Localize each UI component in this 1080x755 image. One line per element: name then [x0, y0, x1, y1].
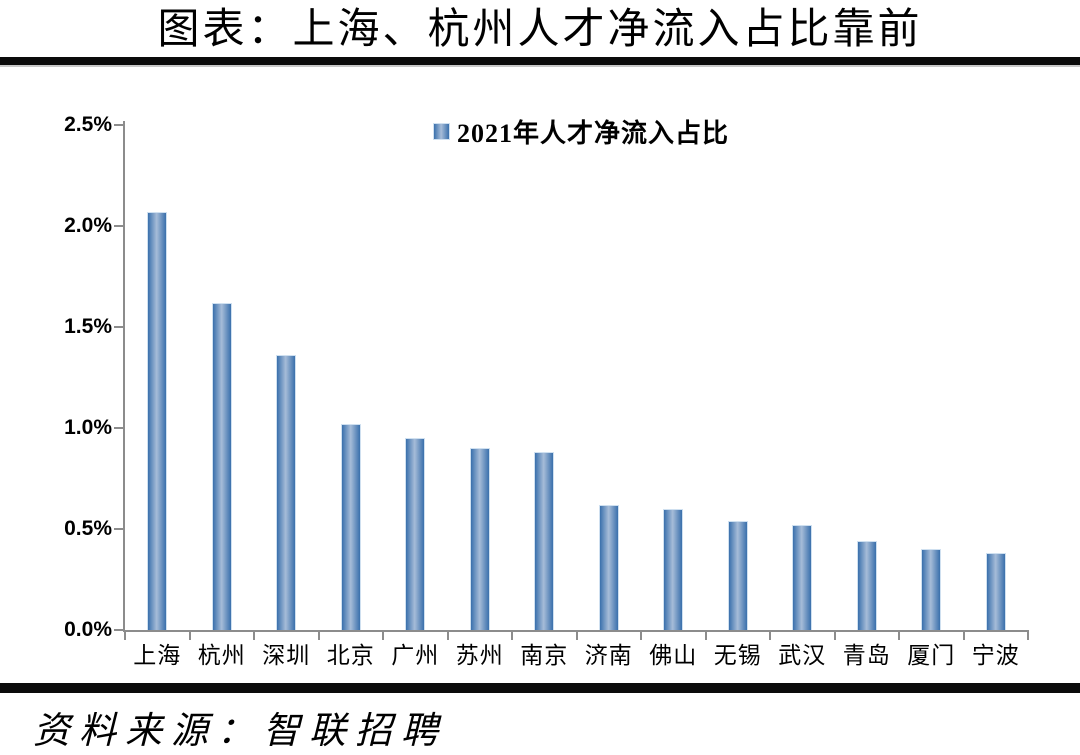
x-axis-tick — [188, 632, 191, 640]
x-axis-label: 武汉 — [778, 643, 827, 668]
x-axis-tick — [317, 632, 320, 640]
y-axis-label: 2.0% — [64, 214, 112, 237]
x-axis-tick — [124, 632, 126, 640]
bar-13 — [985, 553, 1006, 630]
x-axis-tick — [575, 632, 578, 640]
bar-2 — [276, 355, 297, 630]
x-axis-tick — [962, 632, 965, 640]
x-axis-tick — [382, 632, 384, 640]
x-axis-tick — [446, 632, 449, 640]
y-axis-tick — [114, 225, 123, 227]
x-axis-tick — [640, 632, 642, 640]
y-axis-label: 2.5% — [64, 113, 112, 136]
chart-title: 图表：上海、杭州人才净流入占比靠前 — [157, 7, 923, 53]
y-axis-line — [123, 121, 125, 632]
x-axis-label: 广州 — [391, 643, 440, 668]
bar-0 — [147, 211, 168, 630]
legend: 2021年人才净流入占比 — [433, 113, 729, 150]
x-axis-tick — [511, 632, 513, 640]
bar-8 — [663, 508, 684, 630]
y-axis-tick — [114, 124, 123, 126]
x-axis-label: 南京 — [520, 643, 569, 668]
x-axis-label: 杭州 — [197, 643, 246, 668]
y-axis-label: 0.5% — [64, 517, 112, 540]
bar-10 — [792, 524, 813, 630]
bar-3 — [340, 423, 361, 630]
x-axis-label: 济南 — [584, 643, 633, 668]
x-axis-label: 宁波 — [971, 643, 1020, 668]
y-axis-label: 1.0% — [64, 416, 112, 439]
bar-9 — [727, 520, 748, 630]
y-axis-label: 1.5% — [64, 315, 112, 338]
bar-5 — [469, 448, 490, 630]
x-axis-label: 厦门 — [907, 643, 956, 668]
x-axis-tick — [833, 632, 836, 640]
x-axis-label: 北京 — [326, 643, 375, 668]
bar-1 — [211, 302, 232, 630]
x-axis-label: 无锡 — [713, 643, 762, 668]
x-axis-label: 佛山 — [649, 643, 698, 668]
x-axis-label: 上海 — [133, 643, 182, 668]
bar-7 — [598, 504, 619, 630]
y-axis-tick — [114, 427, 123, 429]
x-axis-label: 苏州 — [455, 643, 504, 668]
x-axis-label: 深圳 — [262, 643, 311, 668]
legend-label: 2021年人才净流入占比 — [457, 119, 730, 148]
title-divider-rule — [0, 57, 1080, 67]
bar-11 — [856, 541, 877, 630]
bar-12 — [921, 549, 942, 630]
y-axis-tick — [114, 326, 123, 328]
x-axis-label: 青岛 — [842, 643, 891, 668]
x-axis-tick — [1027, 632, 1029, 640]
x-axis-tick — [898, 632, 900, 640]
y-axis-label: 0.0% — [64, 618, 112, 641]
plot-area: 0.0% 0.5% 1.0% 1.5% 2.0% 2.5% 上海 杭州 深圳 北京 广州 苏州 南京 济南… — [64, 113, 1029, 668]
y-axis-tick — [114, 629, 123, 631]
x-axis-tick — [253, 632, 255, 640]
footer-divider-rule — [0, 683, 1080, 693]
x-axis-line — [123, 630, 1029, 632]
bar-4 — [405, 438, 426, 630]
legend-swatch-icon — [433, 123, 450, 140]
bar-6 — [534, 452, 555, 630]
x-axis-tick — [704, 632, 707, 640]
y-axis-tick — [114, 528, 123, 530]
x-axis-tick — [769, 632, 771, 640]
source-note: 资料来源：智联招聘 — [33, 711, 447, 752]
